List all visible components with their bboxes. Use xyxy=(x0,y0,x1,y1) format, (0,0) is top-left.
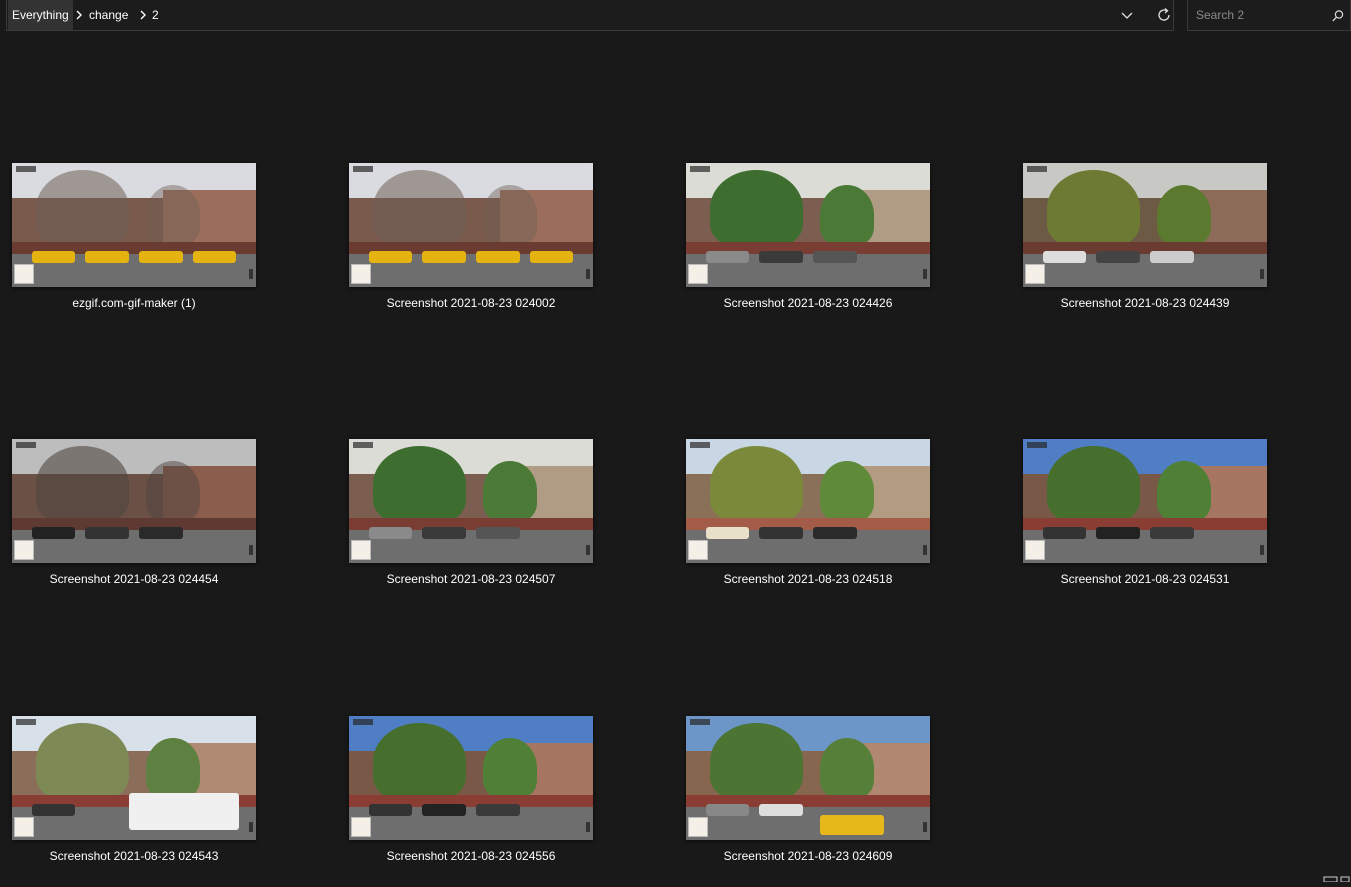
search-box[interactable] xyxy=(1187,0,1351,31)
file-thumbnail[interactable] xyxy=(12,716,256,840)
file-tile[interactable]: Screenshot 2021-08-23 024543 xyxy=(12,716,256,863)
file-name: Screenshot 2021-08-23 024518 xyxy=(723,572,893,586)
file-thumbnail[interactable] xyxy=(686,439,930,563)
file-tile[interactable]: Screenshot 2021-08-23 024454 xyxy=(12,439,256,586)
file-name: Screenshot 2021-08-23 024609 xyxy=(723,849,893,863)
file-tile[interactable]: ezgif.com-gif-maker (1) xyxy=(12,163,256,310)
file-tile[interactable]: Screenshot 2021-08-23 024507 xyxy=(349,439,593,586)
file-name: Screenshot 2021-08-23 024454 xyxy=(49,572,219,586)
file-tile[interactable]: Screenshot 2021-08-23 024609 xyxy=(686,716,930,863)
breadcrumb-item-change[interactable]: change xyxy=(89,8,129,22)
chevron-right-icon[interactable] xyxy=(74,9,84,21)
file-name: Screenshot 2021-08-23 024531 xyxy=(1060,572,1230,586)
search-icon[interactable] xyxy=(1331,9,1345,23)
file-thumbnail[interactable] xyxy=(12,163,256,287)
file-thumbnail[interactable] xyxy=(1023,439,1267,563)
chevron-down-icon[interactable] xyxy=(1118,6,1136,24)
chevron-right-icon[interactable] xyxy=(138,9,148,21)
file-thumbnail[interactable] xyxy=(686,163,930,287)
view-toggle-icon[interactable] xyxy=(1323,869,1351,883)
file-name: ezgif.com-gif-maker (1) xyxy=(72,296,196,310)
breadcrumb-item-everything[interactable]: Everything xyxy=(8,0,73,30)
file-tile[interactable]: Screenshot 2021-08-23 024531 xyxy=(1023,439,1267,586)
file-tile[interactable]: Screenshot 2021-08-23 024002 xyxy=(349,163,593,310)
file-name: Screenshot 2021-08-23 024439 xyxy=(1060,296,1230,310)
file-tile[interactable]: Screenshot 2021-08-23 024439 xyxy=(1023,163,1267,310)
address-bar[interactable]: Everything change 2 xyxy=(6,0,1174,31)
file-name: Screenshot 2021-08-23 024507 xyxy=(386,572,556,586)
file-name: Screenshot 2021-08-23 024002 xyxy=(386,296,556,310)
file-thumbnail[interactable] xyxy=(349,439,593,563)
search-input[interactable] xyxy=(1188,0,1326,30)
file-thumbnail[interactable] xyxy=(686,716,930,840)
refresh-icon[interactable] xyxy=(1155,6,1173,24)
file-thumbnail[interactable] xyxy=(12,439,256,563)
file-thumbnail[interactable] xyxy=(349,163,593,287)
top-bar: Everything change 2 xyxy=(0,0,1351,33)
file-thumbnail[interactable] xyxy=(349,716,593,840)
file-tile[interactable]: Screenshot 2021-08-23 024518 xyxy=(686,439,930,586)
file-name: Screenshot 2021-08-23 024426 xyxy=(723,296,893,310)
breadcrumb-item-current[interactable]: 2 xyxy=(152,8,159,22)
file-name: Screenshot 2021-08-23 024556 xyxy=(386,849,556,863)
file-tile[interactable]: Screenshot 2021-08-23 024556 xyxy=(349,716,593,863)
file-tile[interactable]: Screenshot 2021-08-23 024426 xyxy=(686,163,930,310)
file-name: Screenshot 2021-08-23 024543 xyxy=(49,849,219,863)
file-thumbnail[interactable] xyxy=(1023,163,1267,287)
